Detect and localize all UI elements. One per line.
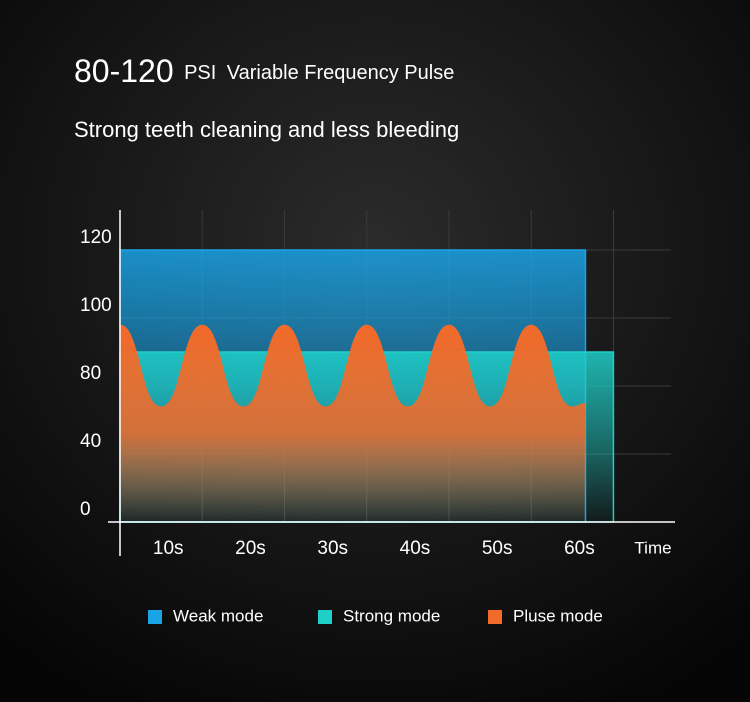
legend-swatch <box>318 610 332 624</box>
legend-label: Weak mode <box>173 606 263 625</box>
x-tick-label: 20s <box>235 538 266 559</box>
x-tick-label: 60s <box>564 538 595 559</box>
title-value: 80-120 <box>74 53 174 89</box>
chart-title: 80-120 PSI Variable Frequency Pulse <box>74 53 454 89</box>
x-tick-label: 10s <box>153 538 184 559</box>
y-tick-label: 100 <box>80 295 112 316</box>
y-tick-label: 40 <box>80 431 101 452</box>
legend-label: Pluse mode <box>513 606 603 625</box>
area <box>120 324 586 522</box>
legend-swatch <box>148 610 162 624</box>
legend-swatch <box>488 610 502 624</box>
plot <box>119 249 615 523</box>
x-tick-label: 30s <box>317 538 348 559</box>
x-axis-label: Time <box>634 538 671 557</box>
axes: 0 40 80 100 120 10s 20s 30s 40s 50s 60s Time Weak mo… <box>80 210 675 625</box>
x-tick-label: 40s <box>400 538 431 559</box>
legend-label: Strong mode <box>343 606 440 625</box>
y-tick-label: 80 <box>80 363 101 384</box>
title-unit: PSI <box>184 62 216 84</box>
x-tick-label: 50s <box>482 538 513 559</box>
y-tick-label: 120 <box>80 227 112 248</box>
title-text: Variable Frequency Pulse <box>227 62 455 84</box>
subtitle: Strong teeth cleaning and less bleeding <box>74 117 459 142</box>
y-tick-label: 0 <box>80 499 91 520</box>
